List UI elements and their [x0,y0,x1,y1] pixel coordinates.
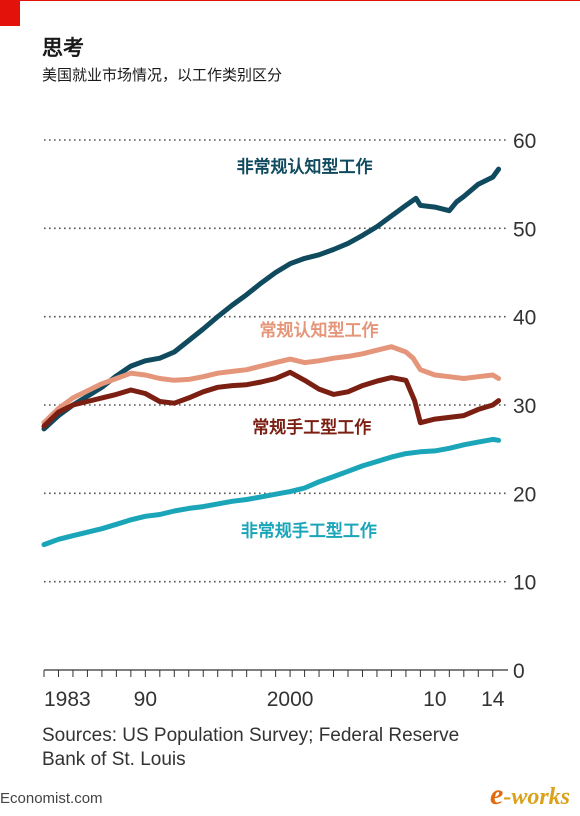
x-tick-label: 10 [423,688,446,711]
footer-credit: Economist.com [0,790,103,807]
x-tick-label: 1983 [44,688,91,711]
chart-subtitle: 美国就业市场情况，以工作类别区分 [42,66,283,84]
x-tick-label: 14 [481,688,505,711]
y-tick-label: 10 [513,572,536,595]
y-tick-label: 0 [513,660,525,683]
y-tick-label: 50 [513,218,536,241]
series-line-1 [41,344,502,426]
logo-dash: - [503,784,512,810]
y-tick-label: 40 [513,307,536,330]
series-label-1: 常规认知型工作 [260,320,379,341]
y-tick-label: 30 [513,395,536,418]
logo-e: e [489,778,504,811]
source-note: Sources: US Population Survey; Federal R… [42,725,460,770]
eworks-logo: e-works [490,778,570,812]
gridlines [44,139,508,671]
x-tick-label: 90 [134,688,157,711]
series-label-0: 非常规认知型工作 [237,157,373,178]
x-tick-label: 2000 [267,688,314,711]
x-axis: 1983 90 2000 10 14 [43,670,505,711]
chart-title: 思考 [42,36,84,60]
series-label-3: 非常规手工型工作 [241,520,377,541]
y-tick-label: 60 [513,130,536,153]
series-line-3 [41,436,502,548]
series-line-0 [41,166,502,432]
y-tick-labels: 0 10 20 30 40 50 60 [513,130,536,683]
top-rule [20,0,580,1]
y-tick-label: 20 [513,483,536,506]
series-line-2 [41,369,502,429]
series-lines [41,166,502,548]
series-label-2: 常规手工型工作 [252,417,371,438]
logo-text: works [511,784,570,810]
red-corner-tab [0,0,20,26]
